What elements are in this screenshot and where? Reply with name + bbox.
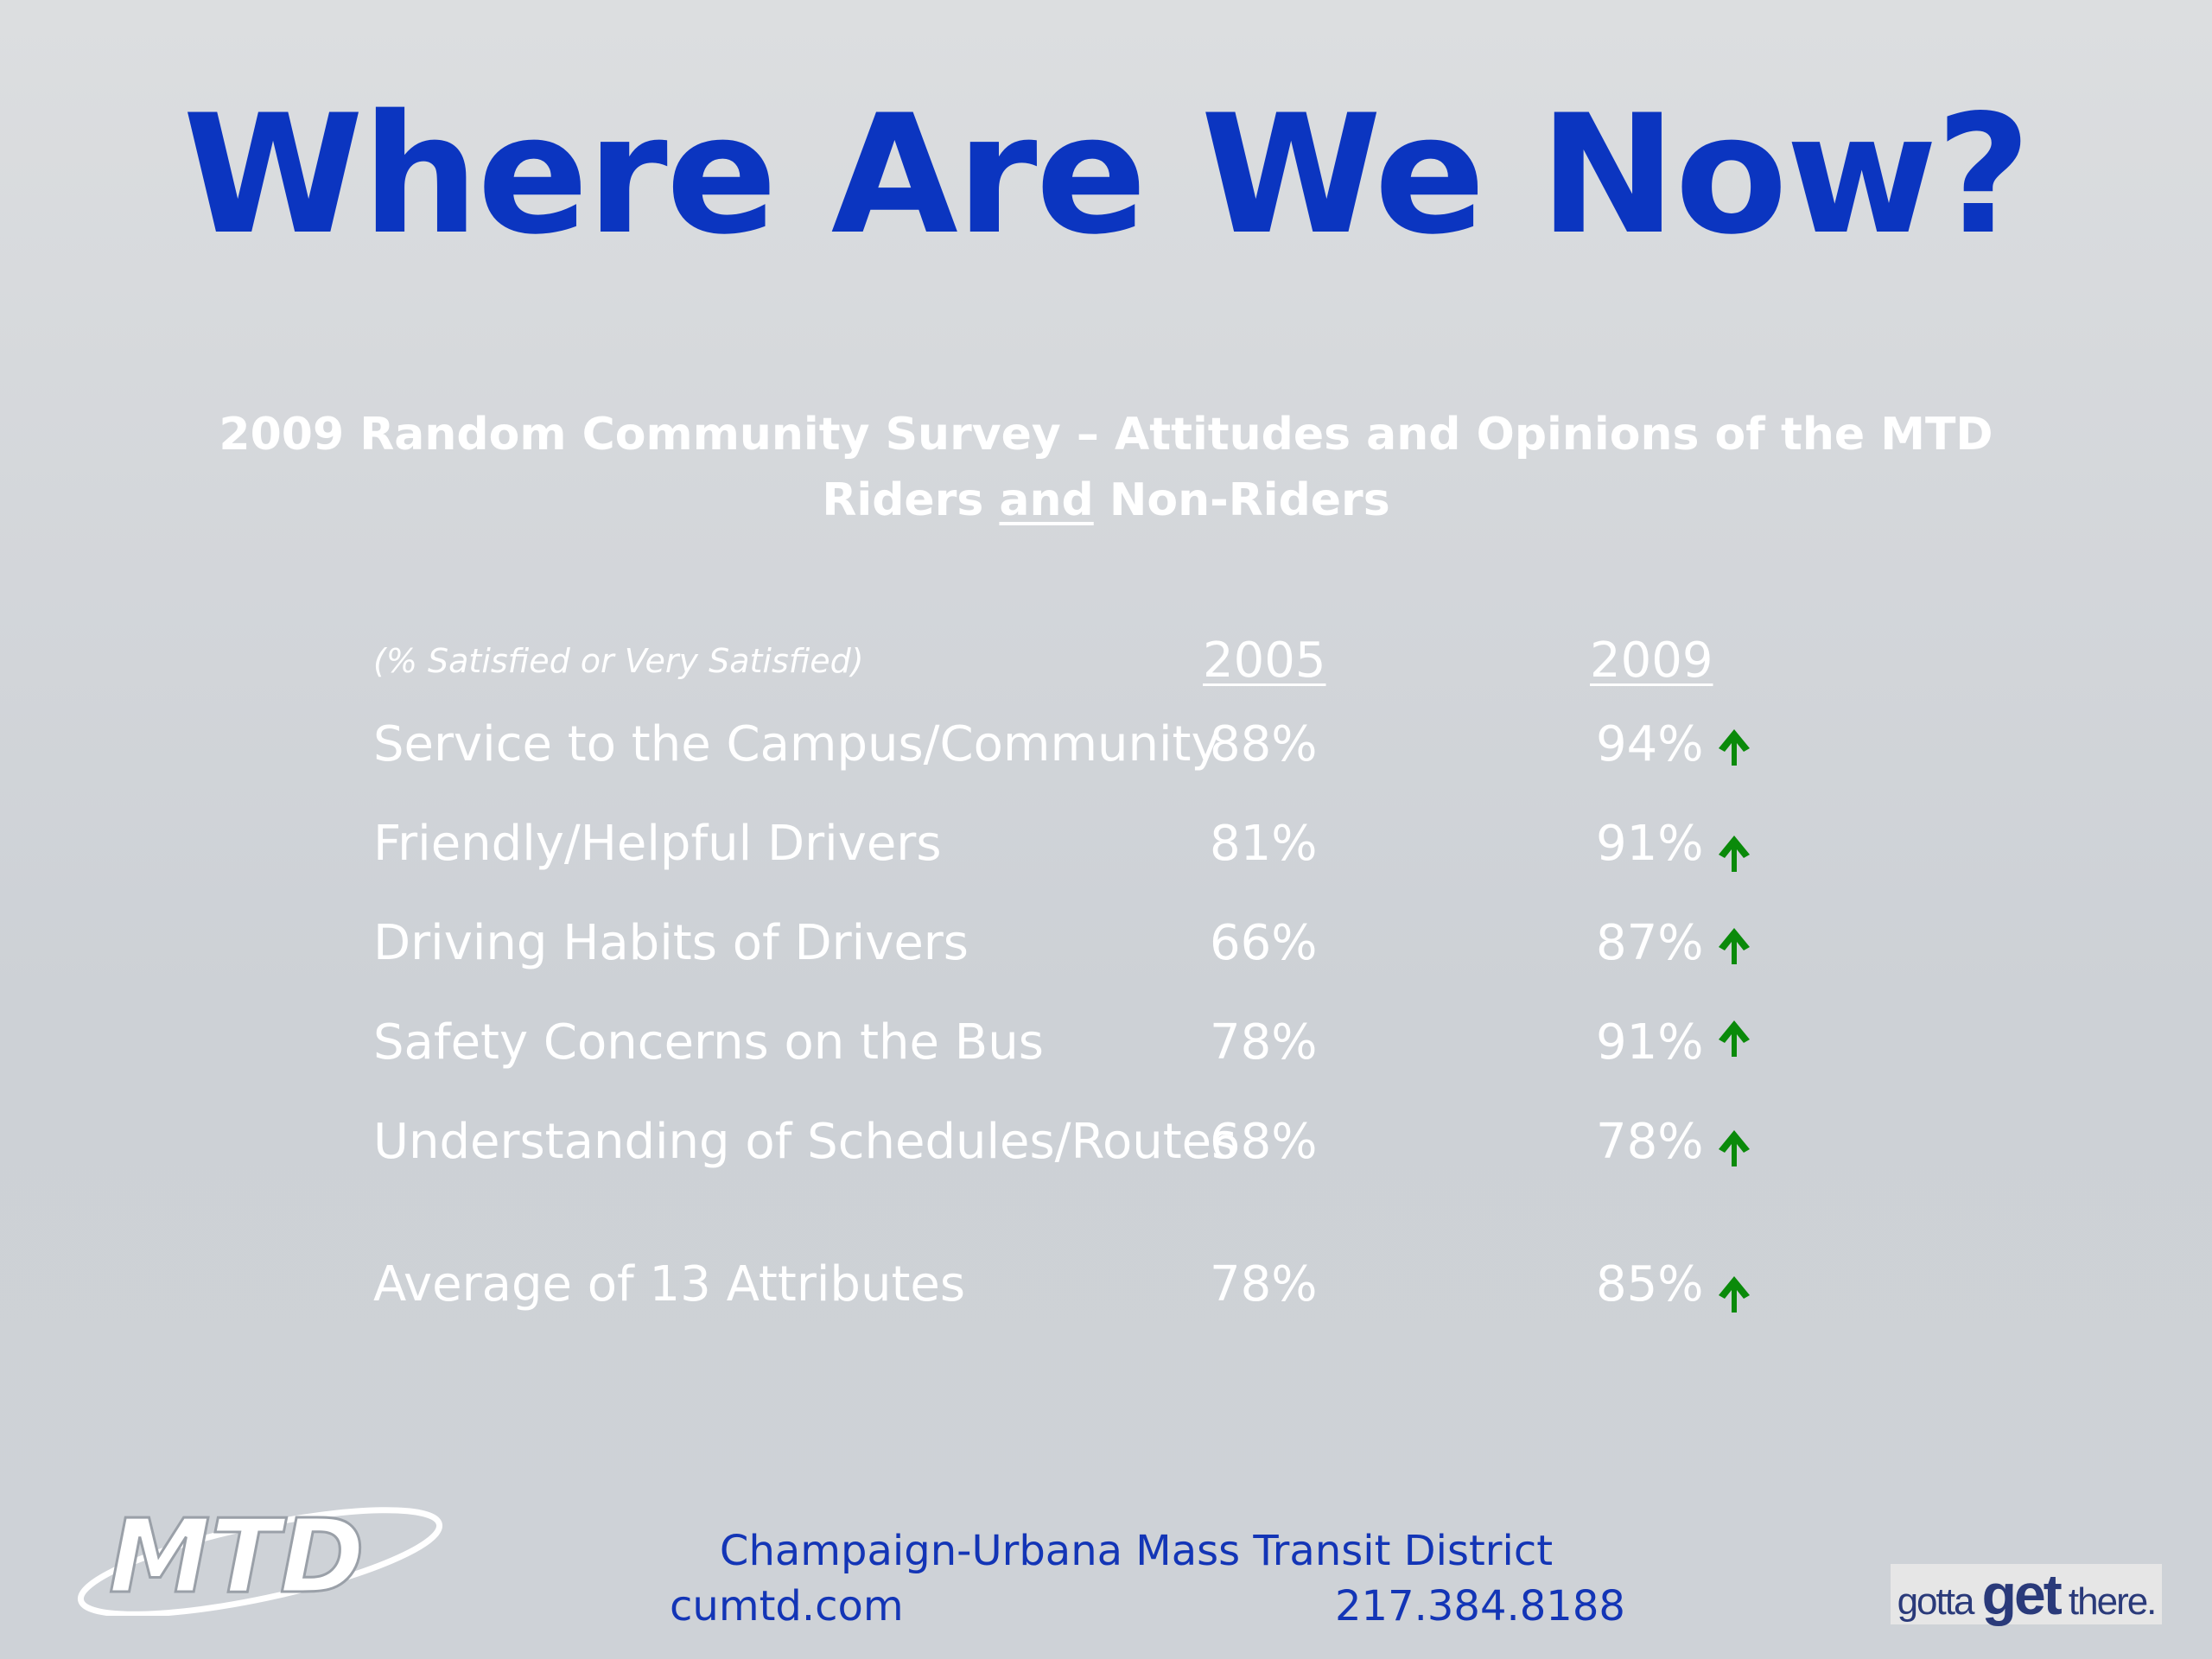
up-arrow-icon <box>1719 1130 1750 1166</box>
value-2009: 94% <box>1596 716 1704 772</box>
value-2005: 78% <box>1210 1256 1318 1313</box>
value-2009: 78% <box>1596 1114 1704 1170</box>
value-2005: 66% <box>1210 915 1318 971</box>
value-2005: 78% <box>1210 1014 1318 1071</box>
up-arrow-icon <box>1719 1020 1750 1057</box>
tagline-there: there. <box>2059 1580 2158 1623</box>
website-link[interactable]: cumtd.com <box>670 1582 904 1630</box>
table-row: Service to the Campus/Community 88% 94% <box>373 710 1842 779</box>
up-arrow-icon <box>1719 729 1750 766</box>
up-arrow-icon <box>1719 928 1750 964</box>
organization-name: Champaign-Urbana Mass Transit District <box>719 1527 1554 1575</box>
value-2009: 85% <box>1596 1256 1704 1313</box>
subtitle-line-2: Riders and Non-Riders <box>0 467 2212 533</box>
phone-number: 217.384.8188 <box>1335 1582 1625 1630</box>
table-row: Driving Habits of Drivers 66% 87% <box>373 909 1842 978</box>
row-label: Safety Concerns on the Bus <box>373 1014 1044 1071</box>
row-label: Average of 13 Attributes <box>373 1256 966 1313</box>
table-note: (% Satisfied or Very Satisfied) <box>373 642 864 680</box>
row-label: Understanding of Schedules/Routes <box>373 1114 1237 1170</box>
tagline-gotta: gotta <box>1897 1580 1982 1623</box>
table-row-average: Average of 13 Attributes 78% 85% <box>373 1250 1842 1319</box>
row-label: Friendly/Helpful Drivers <box>373 816 942 872</box>
row-label: Service to the Campus/Community <box>373 716 1220 772</box>
value-2005: 81% <box>1210 816 1318 872</box>
row-label: Driving Habits of Drivers <box>373 915 969 971</box>
table-row: Friendly/Helpful Drivers 81% 91% <box>373 810 1842 879</box>
table-header: (% Satisfied or Very Satisfied) 2005 200… <box>373 626 1842 696</box>
value-2005: 68% <box>1210 1114 1318 1170</box>
subtitle-riders: Riders <box>822 474 1000 526</box>
value-2009: 91% <box>1596 816 1704 872</box>
subtitle-line-1: 2009 Random Community Survey – Attitudes… <box>219 409 1993 461</box>
subtitle-non-riders: Non-Riders <box>1093 474 1390 526</box>
subtitle-and: and <box>999 474 1094 526</box>
table-row: Safety Concerns on the Bus 78% 91% <box>373 1008 1842 1077</box>
up-arrow-icon <box>1719 836 1750 872</box>
up-arrow-icon <box>1719 1276 1750 1313</box>
logo-text: MTD <box>109 1497 365 1616</box>
tagline-get: get <box>1981 1562 2063 1626</box>
tagline-logo: gotta get there. <box>1891 1564 2162 1624</box>
table-row: Understanding of Schedules/Routes 68% 78… <box>373 1108 1842 1177</box>
slide-title: Where Are We Now? <box>182 79 2031 270</box>
column-header-2005: 2005 <box>1203 632 1326 689</box>
value-2009: 87% <box>1596 915 1704 971</box>
value-2009: 91% <box>1596 1014 1704 1071</box>
mtd-logo: MTD <box>77 1496 443 1616</box>
column-header-2009: 2009 <box>1590 632 1713 689</box>
slide-subtitle: 2009 Random Community Survey – Attitudes… <box>0 402 2212 533</box>
value-2005: 88% <box>1210 716 1318 772</box>
